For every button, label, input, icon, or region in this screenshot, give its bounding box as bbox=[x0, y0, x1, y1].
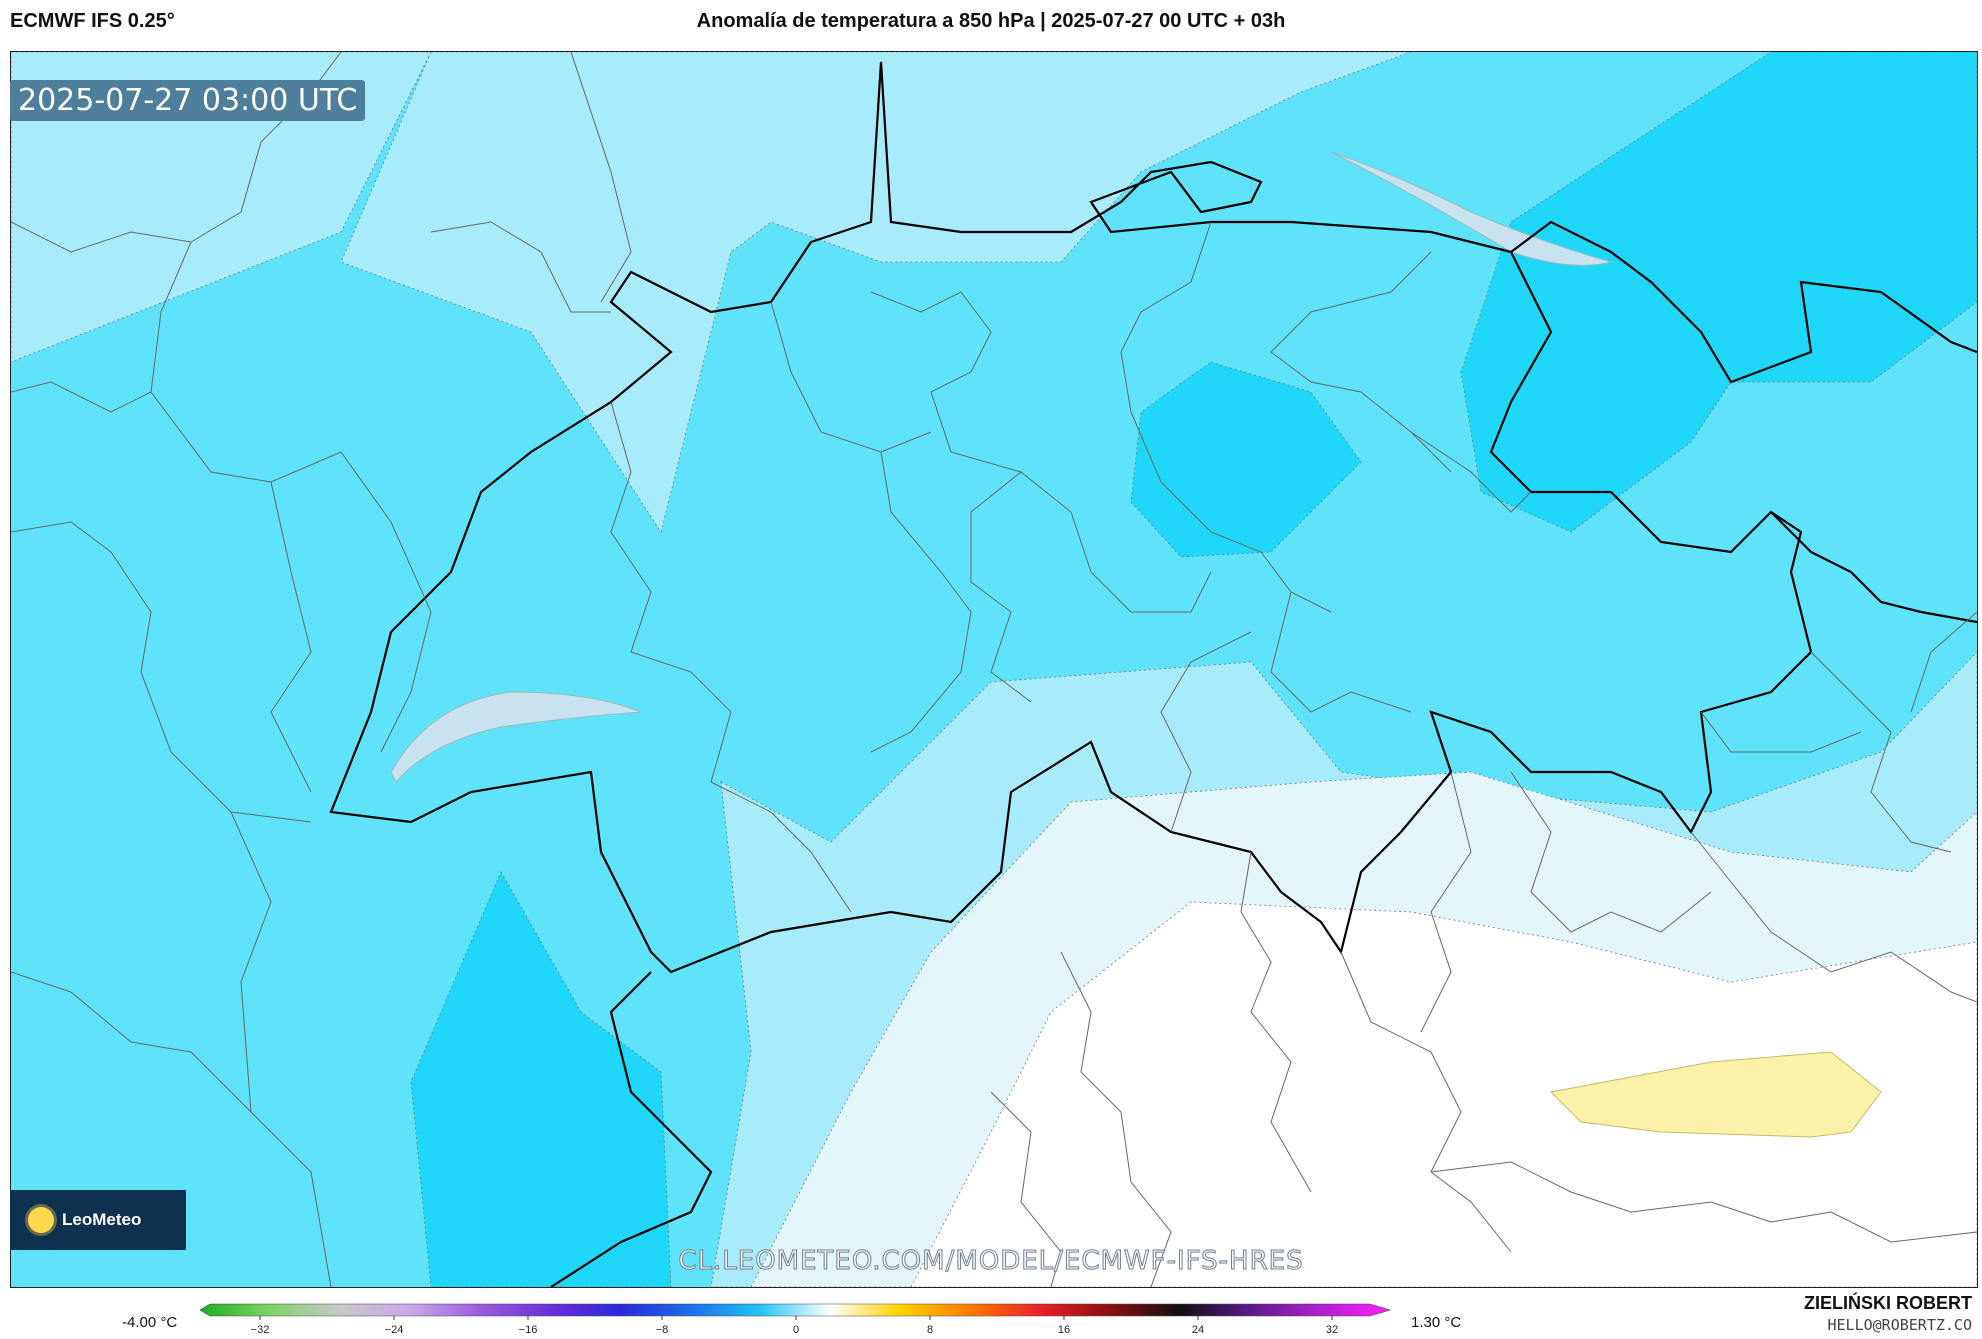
colorbar-tick-label: −24 bbox=[385, 1324, 404, 1336]
map-canvas[interactable] bbox=[11, 52, 1977, 1287]
colorbar-tick-label: 0 bbox=[793, 1324, 799, 1336]
level-neg3-region-center bbox=[1130, 361, 1362, 558]
colorbar-ticks: −32 −24 −16 −8 0 8 16 24 32 bbox=[251, 1316, 1338, 1336]
country-border-italy-east bbox=[1770, 511, 1977, 624]
logo-label: LeoMeteo bbox=[62, 1210, 142, 1229]
neutral-region bbox=[910, 901, 1977, 1287]
lake-geneva bbox=[390, 691, 642, 783]
author-email[interactable]: HELLO@ROBERTZ.CO bbox=[1827, 1316, 1973, 1334]
colorbar-tick-label: −8 bbox=[656, 1324, 669, 1336]
chart-title: Anomalía de temperatura a 850 hPa | 2025… bbox=[696, 10, 1286, 32]
level-neg1-region-north bbox=[340, 52, 1412, 533]
map-panel[interactable] bbox=[10, 51, 1978, 1288]
colorbar-tick-label: 24 bbox=[1192, 1324, 1204, 1336]
country-border-austria bbox=[1510, 220, 1977, 384]
level-neg1-region-west bbox=[11, 52, 432, 363]
model-label: ECMWF IFS 0.25° bbox=[10, 10, 175, 32]
valid-time-badge: 2025-07-27 03:00 UTC bbox=[10, 80, 366, 121]
leometeo-logo[interactable]: LeoMeteo bbox=[10, 1190, 186, 1250]
country-border-france-south bbox=[550, 971, 713, 1287]
colorbar-tick-label: −32 bbox=[251, 1324, 270, 1336]
country-border-switzerland bbox=[329, 61, 1813, 974]
colorbar-max-label: 1.30 °C bbox=[1411, 1314, 1462, 1331]
colorbar-gradient bbox=[200, 1303, 1390, 1317]
colorbar-tick-label: −16 bbox=[519, 1324, 538, 1336]
colorbar-min-label: -4.00 °C bbox=[122, 1314, 178, 1331]
positive-anomaly-region bbox=[1549, 1051, 1882, 1138]
colorbar-tick-label: 8 bbox=[927, 1324, 933, 1336]
level-neg3-region-northeast bbox=[1460, 52, 1977, 533]
lake-constance bbox=[1330, 151, 1613, 266]
source-url-watermark: CL.LEOMETEO.COM/MODEL/ECMWF-IFS-HRES bbox=[678, 1246, 1304, 1277]
colorbar-tick-label: 16 bbox=[1058, 1324, 1070, 1336]
sun-icon bbox=[28, 1207, 54, 1233]
colorbar: −32 −24 −16 −8 0 8 16 24 32 bbox=[200, 1303, 1390, 1336]
level-neg3-region-southwest bbox=[410, 871, 672, 1287]
author-credit: ZIELIŃSKI ROBERT bbox=[1803, 1293, 1972, 1313]
colorbar-tick-label: 32 bbox=[1326, 1324, 1338, 1336]
